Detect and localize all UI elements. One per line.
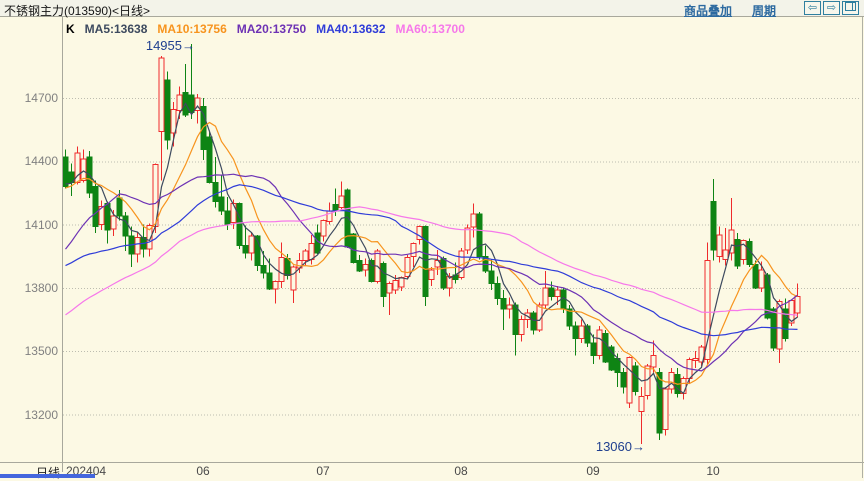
- ma-legend: K MA5:13638 MA10:13756 MA20:13750 MA40:1…: [66, 22, 465, 36]
- x-tick: 08: [454, 464, 468, 478]
- scroll-left-button[interactable]: ⇦: [804, 1, 821, 15]
- legend-ma: MA20:13750: [236, 22, 307, 36]
- x-axis-border: [0, 462, 864, 463]
- y-tick-label: 14100: [24, 217, 58, 232]
- legend-ma: MA5:13638: [84, 22, 148, 36]
- top-links: 商品叠加 周期: [684, 2, 776, 19]
- y-tick-label: 14400: [24, 154, 58, 169]
- price-annotation: 14955→: [145, 38, 195, 54]
- window-right-border: [862, 0, 863, 478]
- instrument-title: 不锈钢主力(013590)<日线>: [4, 4, 151, 18]
- legend-ma: MA40:13632: [316, 22, 386, 36]
- y-axis-border: [62, 17, 63, 472]
- scroll-right-button[interactable]: ⇨: [823, 1, 840, 15]
- y-tick-label: 14700: [24, 91, 58, 105]
- legend-ma: MA60:13700: [395, 22, 465, 36]
- x-tick: 06: [196, 464, 210, 478]
- left-arrow-icon: ⇦: [807, 2, 818, 14]
- h-scrollbar-thumb[interactable]: [0, 474, 95, 478]
- period-link[interactable]: 周期: [751, 4, 776, 18]
- x-tick: 10: [706, 464, 720, 478]
- price-annotation: 13060→: [595, 439, 645, 455]
- top-bar: 不锈钢主力(013590)<日线> 商品叠加 周期 ⇦ ⇨: [0, 0, 864, 19]
- y-tick-label: 13500: [24, 344, 58, 359]
- k-line-label: K: [66, 22, 75, 36]
- x-tick: 07: [316, 464, 330, 478]
- split-view-icon: [845, 2, 856, 11]
- y-tick-label: 13800: [24, 280, 58, 295]
- right-arrow-icon: ⇨: [826, 2, 837, 14]
- split-view-button[interactable]: [842, 1, 859, 15]
- period-axis-label: 日线: [35, 466, 60, 480]
- legend-ma: MA10:13756: [157, 22, 227, 36]
- y-tick-label: 13200: [24, 407, 58, 422]
- commodity-overlay-link[interactable]: 商品叠加: [683, 4, 732, 18]
- nav-buttons: ⇦ ⇨: [804, 1, 859, 15]
- x-tick: 09: [586, 464, 600, 478]
